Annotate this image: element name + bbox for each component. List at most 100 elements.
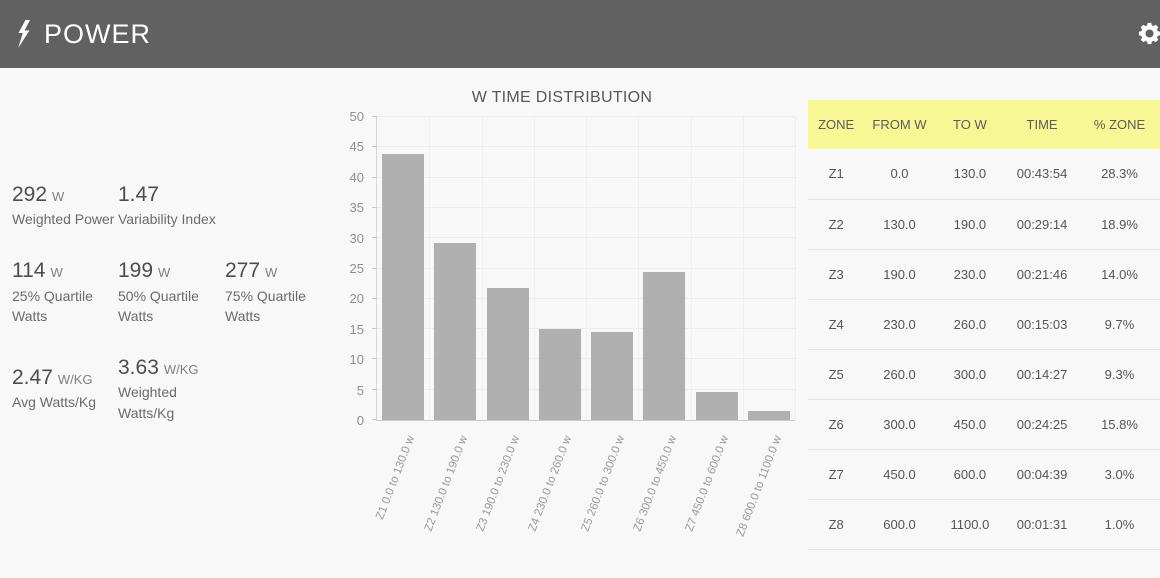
- stat-value: 199 W: [118, 259, 171, 283]
- w-time-distribution-chart: W TIME DISTRIBUTION 0 5 10 15 20 25 30 35 40 45 50…: [342, 80, 804, 565]
- table-cell: 15.8%: [1101, 416, 1138, 432]
- table-cell: 1100.0: [950, 516, 990, 532]
- table-cell: 1.0%: [1104, 516, 1135, 532]
- table-cell: 14.0%: [1101, 266, 1138, 282]
- chart-bar-z8[interactable]: [747, 410, 790, 420]
- zone-table-header: ZONE FROM W TO W TIME % ZONE: [808, 100, 1160, 149]
- zone-table: ZONE FROM W TO W TIME % ZONE Z1 0.0 130.0 0…: [808, 100, 1160, 550]
- gridline-vertical: [690, 117, 692, 420]
- gridline-vertical: [795, 117, 796, 420]
- lightning-bolt-icon: [14, 19, 34, 49]
- x-axis-label: Z5 260.0 to 300.0 w: [579, 434, 627, 534]
- y-axis-tick: [372, 297, 377, 299]
- table-cell: Z8: [828, 516, 844, 532]
- stat-value: 1.47: [118, 183, 159, 206]
- table-cell: Z4: [828, 316, 844, 332]
- y-axis-label: 35: [349, 200, 364, 216]
- y-axis-label: 10: [349, 352, 364, 368]
- gridline-vertical: [481, 117, 483, 420]
- y-axis-label: 50: [349, 109, 364, 124]
- chart-plot: [372, 116, 796, 421]
- gridline-vertical: [742, 117, 744, 420]
- table-cell: 00:04:39: [1016, 466, 1068, 482]
- y-axis-label: 20: [349, 291, 364, 307]
- y-axis-tick: [372, 146, 377, 148]
- gridline-vertical: [638, 117, 640, 420]
- x-axis-label: Z8 600.0 to 1100.0 w: [734, 434, 785, 539]
- chart-bar-z4[interactable]: [538, 328, 581, 420]
- stat-weighted-watts-kg: 3.63 W/KG Weighted Watts/Kg: [118, 356, 225, 423]
- x-axis-label: Z2 130.0 to 190.0 w: [422, 434, 470, 534]
- chart-title: W TIME DISTRIBUTION: [471, 89, 653, 106]
- table-cell: 18.9%: [1101, 216, 1138, 232]
- y-axis-label: 30: [349, 230, 364, 246]
- page-title: POWER: [44, 18, 152, 49]
- y-axis-tick: [372, 237, 377, 239]
- y-axis-tick: [372, 116, 377, 117]
- stat-label: 50% Quartile Watts: [118, 287, 199, 324]
- y-axis-label: 5: [356, 382, 364, 398]
- chart-y-axis: 0 5 10 15 20 25 30 35 40 45 50: [342, 109, 372, 428]
- chart-bar-z5[interactable]: [591, 332, 634, 420]
- table-cell: 230.0: [953, 266, 987, 282]
- y-axis-label: 25: [349, 261, 364, 276]
- table-cell: 190.0: [883, 266, 916, 282]
- chart-bar-z7[interactable]: [695, 391, 738, 420]
- table-row: Z2 130.0 190.0 00:29:14 18.9%: [808, 199, 1160, 249]
- table-cell: 600.0: [883, 516, 916, 532]
- table-cell: 3.0%: [1104, 466, 1135, 482]
- settings-gear-icon[interactable]: [1136, 20, 1160, 47]
- y-axis-tick: [372, 419, 377, 420]
- stat-value: 292 W: [12, 183, 65, 206]
- x-axis-label: Z6 300.0 to 450.0 w: [631, 434, 680, 534]
- power-stats-panel: 292 W Weighted Power 1.47 Variability Ind…: [12, 183, 344, 423]
- table-row: Z1 0.0 130.0 00:43:54 28.3%: [808, 149, 1160, 199]
- stat-value: 3.63 W/KG: [118, 356, 199, 380]
- x-axis-label: Z1 0.0 to 130.0 w: [374, 434, 418, 522]
- table-cell: Z3: [828, 266, 844, 282]
- table-row: Z7 450.0 600.0 00:04:39 3.0%: [808, 449, 1160, 499]
- chart-bar-z2[interactable]: [434, 243, 477, 420]
- table-cell: 28.3%: [1101, 166, 1138, 182]
- stat-value: 114 W: [12, 259, 63, 283]
- table-cell: 00:24:25: [1016, 416, 1068, 432]
- y-axis-tick: [372, 388, 377, 390]
- table-cell: 130.0: [883, 216, 916, 232]
- table-cell: 00:15:03: [1016, 316, 1068, 332]
- stat-avg-watts-kg: 2.47 W/KG Avg Watts/Kg: [12, 366, 118, 412]
- chart-bar-z1[interactable]: [382, 153, 425, 420]
- table-cell: 450.0: [953, 416, 987, 432]
- table-cell: 00:21:46: [1016, 266, 1068, 282]
- table-header-cell: TIME: [1005, 100, 1079, 149]
- table-cell: 600.0: [953, 466, 987, 482]
- table-cell: 450.0: [883, 466, 916, 482]
- table-cell: 260.0: [953, 316, 987, 332]
- stat-variability-index: 1.47 Variability Index: [118, 183, 225, 229]
- stat-value: 2.47 W/KG: [12, 366, 93, 390]
- chart-bar-z6[interactable]: [643, 272, 686, 420]
- table-cell: 300.0: [883, 416, 916, 432]
- table-header-cell: FROM W: [864, 100, 935, 149]
- y-axis-label: 45: [349, 139, 364, 155]
- stat-unit: W/KG: [163, 362, 199, 378]
- stat-weighted-power: 292 W Weighted Power: [12, 183, 118, 229]
- table-cell: 9.7%: [1104, 316, 1135, 332]
- table-cell: Z5: [828, 366, 844, 382]
- table-cell: 0.0: [890, 166, 909, 182]
- table-cell: 00:14:27: [1016, 366, 1068, 382]
- table-cell: 230.0: [883, 316, 916, 332]
- table-cell: 00:43:54: [1016, 166, 1068, 182]
- y-axis-label: 15: [349, 321, 364, 337]
- table-row: Z4 230.0 260.0 00:15:03 9.7%: [808, 299, 1160, 349]
- table-cell: 260.0: [883, 366, 916, 382]
- table-cell: 190.0: [953, 216, 987, 232]
- table-cell: 130.0: [953, 166, 987, 182]
- stat-label: 25% Quartile Watts: [12, 287, 93, 324]
- stat-label: Variability Index: [118, 211, 216, 228]
- chart-bar-z3[interactable]: [486, 287, 529, 420]
- table-cell: Z6: [828, 416, 844, 432]
- table-cell: Z2: [828, 216, 844, 232]
- stat-unit: W: [50, 265, 63, 281]
- gridline-vertical: [533, 117, 535, 420]
- table-header-cell: ZONE: [808, 100, 865, 149]
